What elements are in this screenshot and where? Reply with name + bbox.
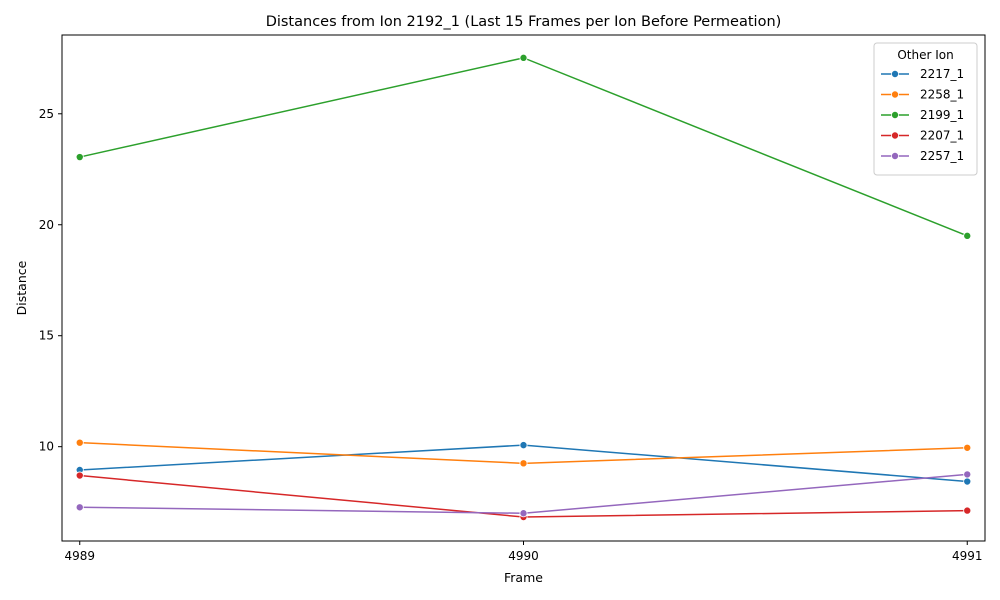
legend: Other Ion 2217_1 2258_1 2199_1 2207_1 2257_1 [873, 42, 978, 176]
data-point-2258_1 [963, 443, 972, 452]
data-point-2199_1 [519, 53, 528, 62]
y-tick-label: 20 [39, 218, 54, 232]
x-tick-label: 4990 [508, 549, 539, 563]
data-point-2258_1 [75, 438, 84, 447]
legend-swatch-marker [891, 70, 900, 79]
y-axis-ticks: 10 15 20 25 [39, 107, 62, 454]
legend-frame [873, 42, 978, 176]
y-axis-label: Distance [14, 260, 29, 315]
data-point-2207_1 [75, 471, 84, 480]
data-point-2207_1 [963, 506, 972, 515]
legend-label: 2217_1 [920, 67, 964, 81]
legend-swatch-marker [891, 111, 900, 120]
data-point-2217_1 [963, 477, 972, 486]
chart-marks [75, 53, 972, 522]
y-tick-label: 15 [39, 329, 54, 343]
legend-swatch-marker [891, 131, 900, 140]
legend-label: 2207_1 [920, 129, 964, 143]
data-point-2217_1 [519, 441, 528, 450]
data-point-2199_1 [963, 231, 972, 240]
y-tick-label: 25 [39, 107, 54, 121]
x-tick-label: 4991 [952, 549, 983, 563]
data-point-2258_1 [519, 459, 528, 468]
legend-swatch-marker [891, 90, 900, 99]
chart-title: Distances from Ion 2192_1 (Last 15 Frame… [266, 14, 782, 30]
x-axis-ticks: 4989 4990 4991 [64, 541, 983, 563]
data-point-2199_1 [75, 153, 84, 162]
x-tick-label: 4989 [64, 549, 95, 563]
data-point-2257_1 [963, 470, 972, 479]
data-point-2257_1 [519, 509, 528, 518]
x-axis-label: Frame [504, 570, 543, 585]
legend-label: 2257_1 [920, 149, 964, 163]
legend-label: 2258_1 [920, 88, 964, 102]
legend-items: 2217_1 2258_1 2199_1 2207_1 2257_1 [881, 67, 964, 163]
legend-label: 2199_1 [920, 108, 964, 122]
data-point-2257_1 [75, 503, 84, 512]
y-tick-label: 10 [39, 440, 54, 454]
legend-swatch-marker [891, 151, 900, 160]
legend-title: Other Ion [897, 48, 953, 62]
plot-background [62, 35, 985, 541]
